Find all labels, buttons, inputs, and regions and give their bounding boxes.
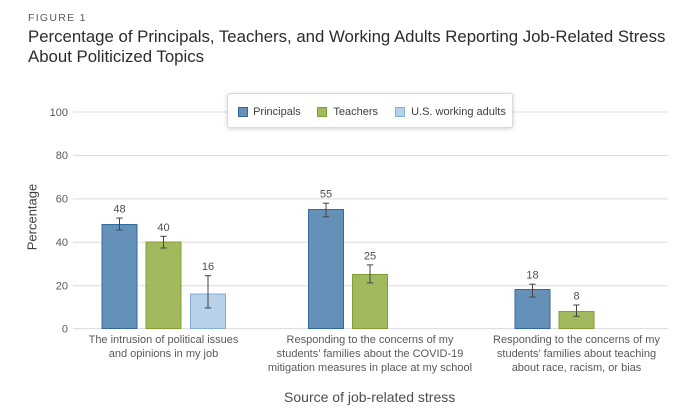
svg-text:18: 18: [526, 270, 538, 282]
svg-text:60: 60: [56, 194, 68, 206]
svg-text:40: 40: [157, 222, 169, 234]
svg-text:25: 25: [364, 250, 376, 262]
svg-text:55: 55: [320, 189, 332, 201]
svg-text:16: 16: [202, 261, 214, 273]
svg-text:0: 0: [62, 323, 68, 335]
svg-text:40: 40: [56, 237, 68, 249]
svg-text:8: 8: [573, 291, 579, 303]
svg-text:100: 100: [50, 107, 68, 119]
svg-text:48: 48: [113, 204, 125, 216]
svg-text:20: 20: [56, 281, 68, 293]
svg-text:Percentage: Percentage: [25, 184, 40, 251]
svg-text:80: 80: [56, 150, 68, 162]
